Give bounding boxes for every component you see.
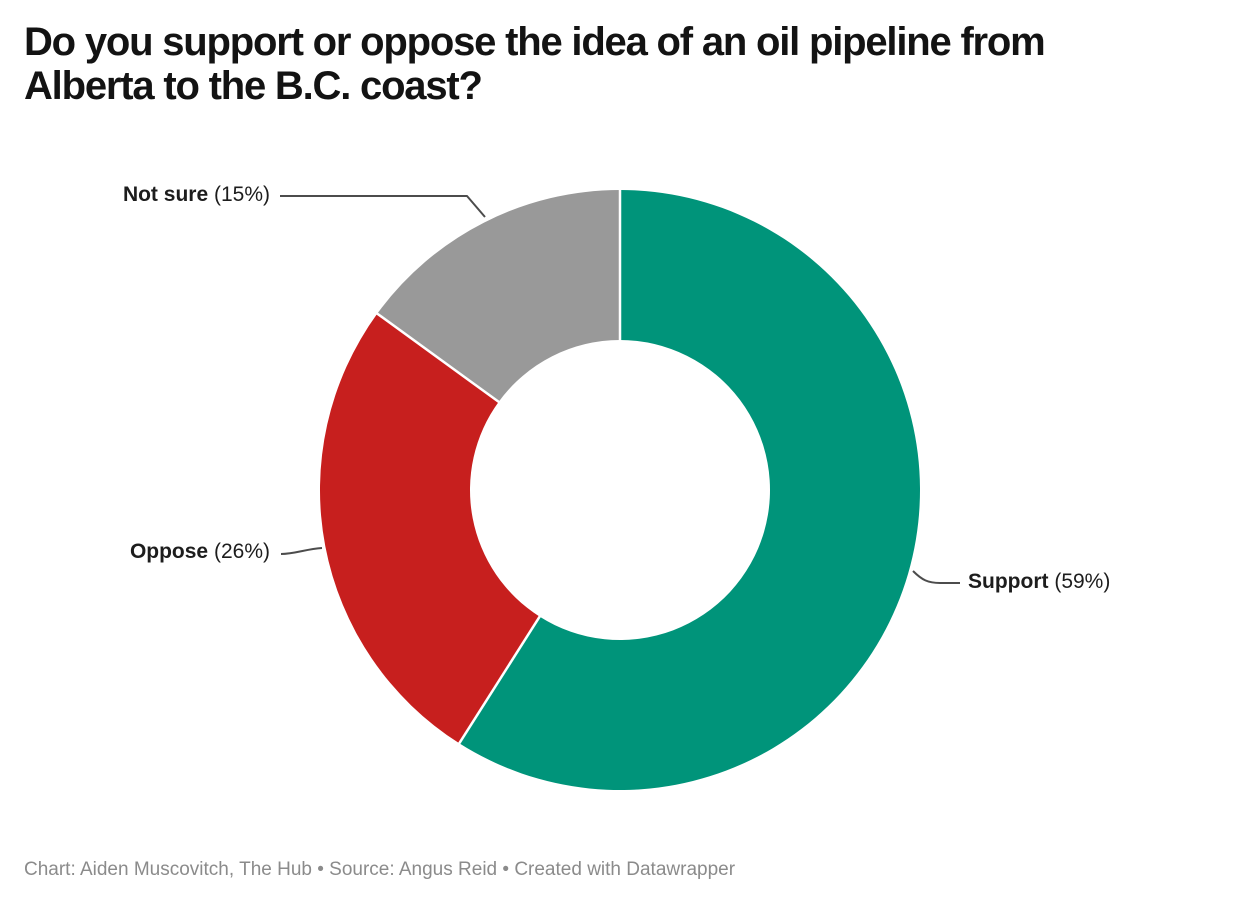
pie-slice-not-sure[interactable]: [377, 189, 620, 402]
chart-title-line-2: Alberta to the B.C. coast?: [24, 64, 483, 108]
attribution-footer: Chart: Aiden Muscovitch, The Hub • Sourc…: [24, 859, 736, 880]
chart-title-line-1: Do you support or oppose the idea of an …: [24, 20, 1046, 64]
slice-label-oppose: Oppose (26%): [40, 538, 270, 566]
support-leader-line: [912, 570, 960, 584]
pie-slice-support[interactable]: [459, 190, 920, 791]
slice-label-not-sure: Not sure (15%): [40, 181, 270, 209]
slice-label-not-sure-value: (15%): [213, 183, 270, 206]
slice-label-support: Support (59%): [968, 568, 1110, 596]
slice-label-not-sure-name: Not sure: [122, 183, 209, 206]
slice-label-support-name: Support: [968, 570, 1049, 593]
slice-separator-line: [457, 615, 542, 745]
slice-label-oppose-name: Oppose: [129, 540, 209, 563]
oppose-leader-line: [280, 547, 323, 555]
pie-slice-oppose[interactable]: [319, 313, 540, 744]
slice-label-oppose-value: (26%): [213, 540, 270, 563]
slice-separator-line: [375, 312, 501, 404]
not-sure-leader-line: [280, 195, 486, 218]
slice-separators: [375, 189, 622, 745]
slice-label-support-value: (59%): [1054, 570, 1111, 593]
chart-title: Do you support or oppose the idea of an …: [24, 20, 1046, 108]
donut-slices: [319, 189, 920, 791]
